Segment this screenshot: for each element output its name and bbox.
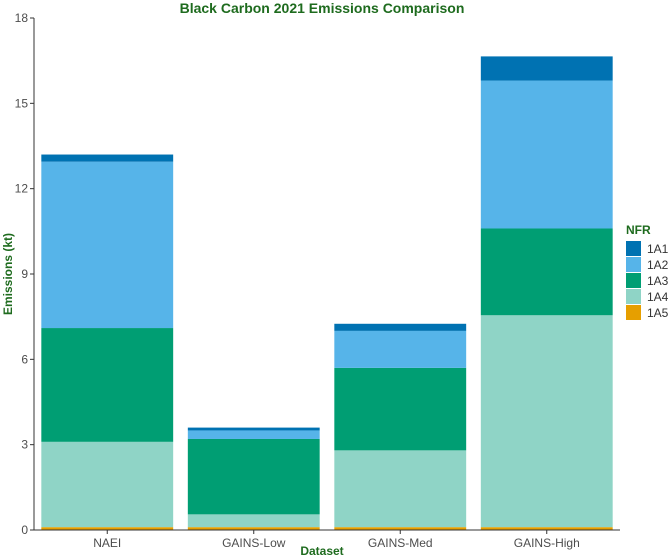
x-tick-label: NAEI xyxy=(93,536,121,550)
plot-area xyxy=(41,56,613,530)
y-tick-label: 3 xyxy=(21,438,28,452)
legend-label-1a5: 1A5 xyxy=(647,306,669,320)
legend-title: NFR xyxy=(626,223,651,237)
bar-segment-1a3-gains-med xyxy=(334,367,467,451)
bar-segment-1a2-naei xyxy=(41,161,174,329)
legend-swatch-1a3 xyxy=(626,273,641,288)
bar-segment-1a1-gains-high xyxy=(480,56,613,81)
legend-label-1a2: 1A2 xyxy=(647,258,669,272)
legend-swatch-1a1 xyxy=(626,241,641,256)
bar-segment-1a5-gains-low xyxy=(187,527,320,530)
legend-swatch-1a5 xyxy=(626,305,641,320)
bar-segment-1a3-gains-high xyxy=(480,228,613,316)
legend-label-1a1: 1A1 xyxy=(647,242,669,256)
x-tick-label: GAINS-Med xyxy=(368,536,433,550)
legend: NFR 1A1 1A2 1A3 1A4 1A5 xyxy=(626,223,669,320)
y-tick-label: 12 xyxy=(15,182,29,196)
bar-segment-1a2-gains-med xyxy=(334,330,467,368)
bar-segment-1a5-naei xyxy=(41,527,174,530)
y-axis-title: Emissions (kt) xyxy=(1,233,15,315)
bar-segment-1a5-gains-med xyxy=(334,527,467,530)
legend-label-1a3: 1A3 xyxy=(647,274,669,288)
y-tick-label: 0 xyxy=(21,523,28,537)
bar-segment-1a1-gains-med xyxy=(334,323,467,331)
bar-segment-1a2-gains-low xyxy=(187,430,320,439)
y-tick-label: 6 xyxy=(21,352,28,366)
legend-label-1a4: 1A4 xyxy=(647,290,669,304)
bar-segment-1a3-naei xyxy=(41,328,174,442)
chart-title: Black Carbon 2021 Emissions Comparison xyxy=(180,0,465,16)
x-axis-title: Dataset xyxy=(300,544,343,558)
bar-segment-1a4-gains-high xyxy=(480,315,613,528)
x-axis: NAEI GAINS-Low GAINS-Med GAINS-High xyxy=(93,530,580,550)
x-tick-label: GAINS-High xyxy=(514,536,580,550)
bar-segment-1a1-gains-low xyxy=(187,427,320,431)
y-tick-label: 15 xyxy=(15,96,29,110)
y-tick-label: 18 xyxy=(15,11,29,25)
bar-segment-1a3-gains-low xyxy=(187,438,320,515)
legend-swatch-1a4 xyxy=(626,289,641,304)
bar-segment-1a4-naei xyxy=(41,441,174,528)
bar-segment-1a2-gains-high xyxy=(480,80,613,229)
y-axis: 0 3 6 9 12 15 18 xyxy=(15,11,34,537)
bar-segment-1a5-gains-high xyxy=(480,527,613,530)
bar-segment-1a1-naei xyxy=(41,154,174,162)
legend-swatch-1a2 xyxy=(626,257,641,272)
x-tick-label: GAINS-Low xyxy=(222,536,286,550)
bar-segment-1a4-gains-low xyxy=(187,514,320,528)
bar-segment-1a4-gains-med xyxy=(334,450,467,528)
y-tick-label: 9 xyxy=(21,267,28,281)
